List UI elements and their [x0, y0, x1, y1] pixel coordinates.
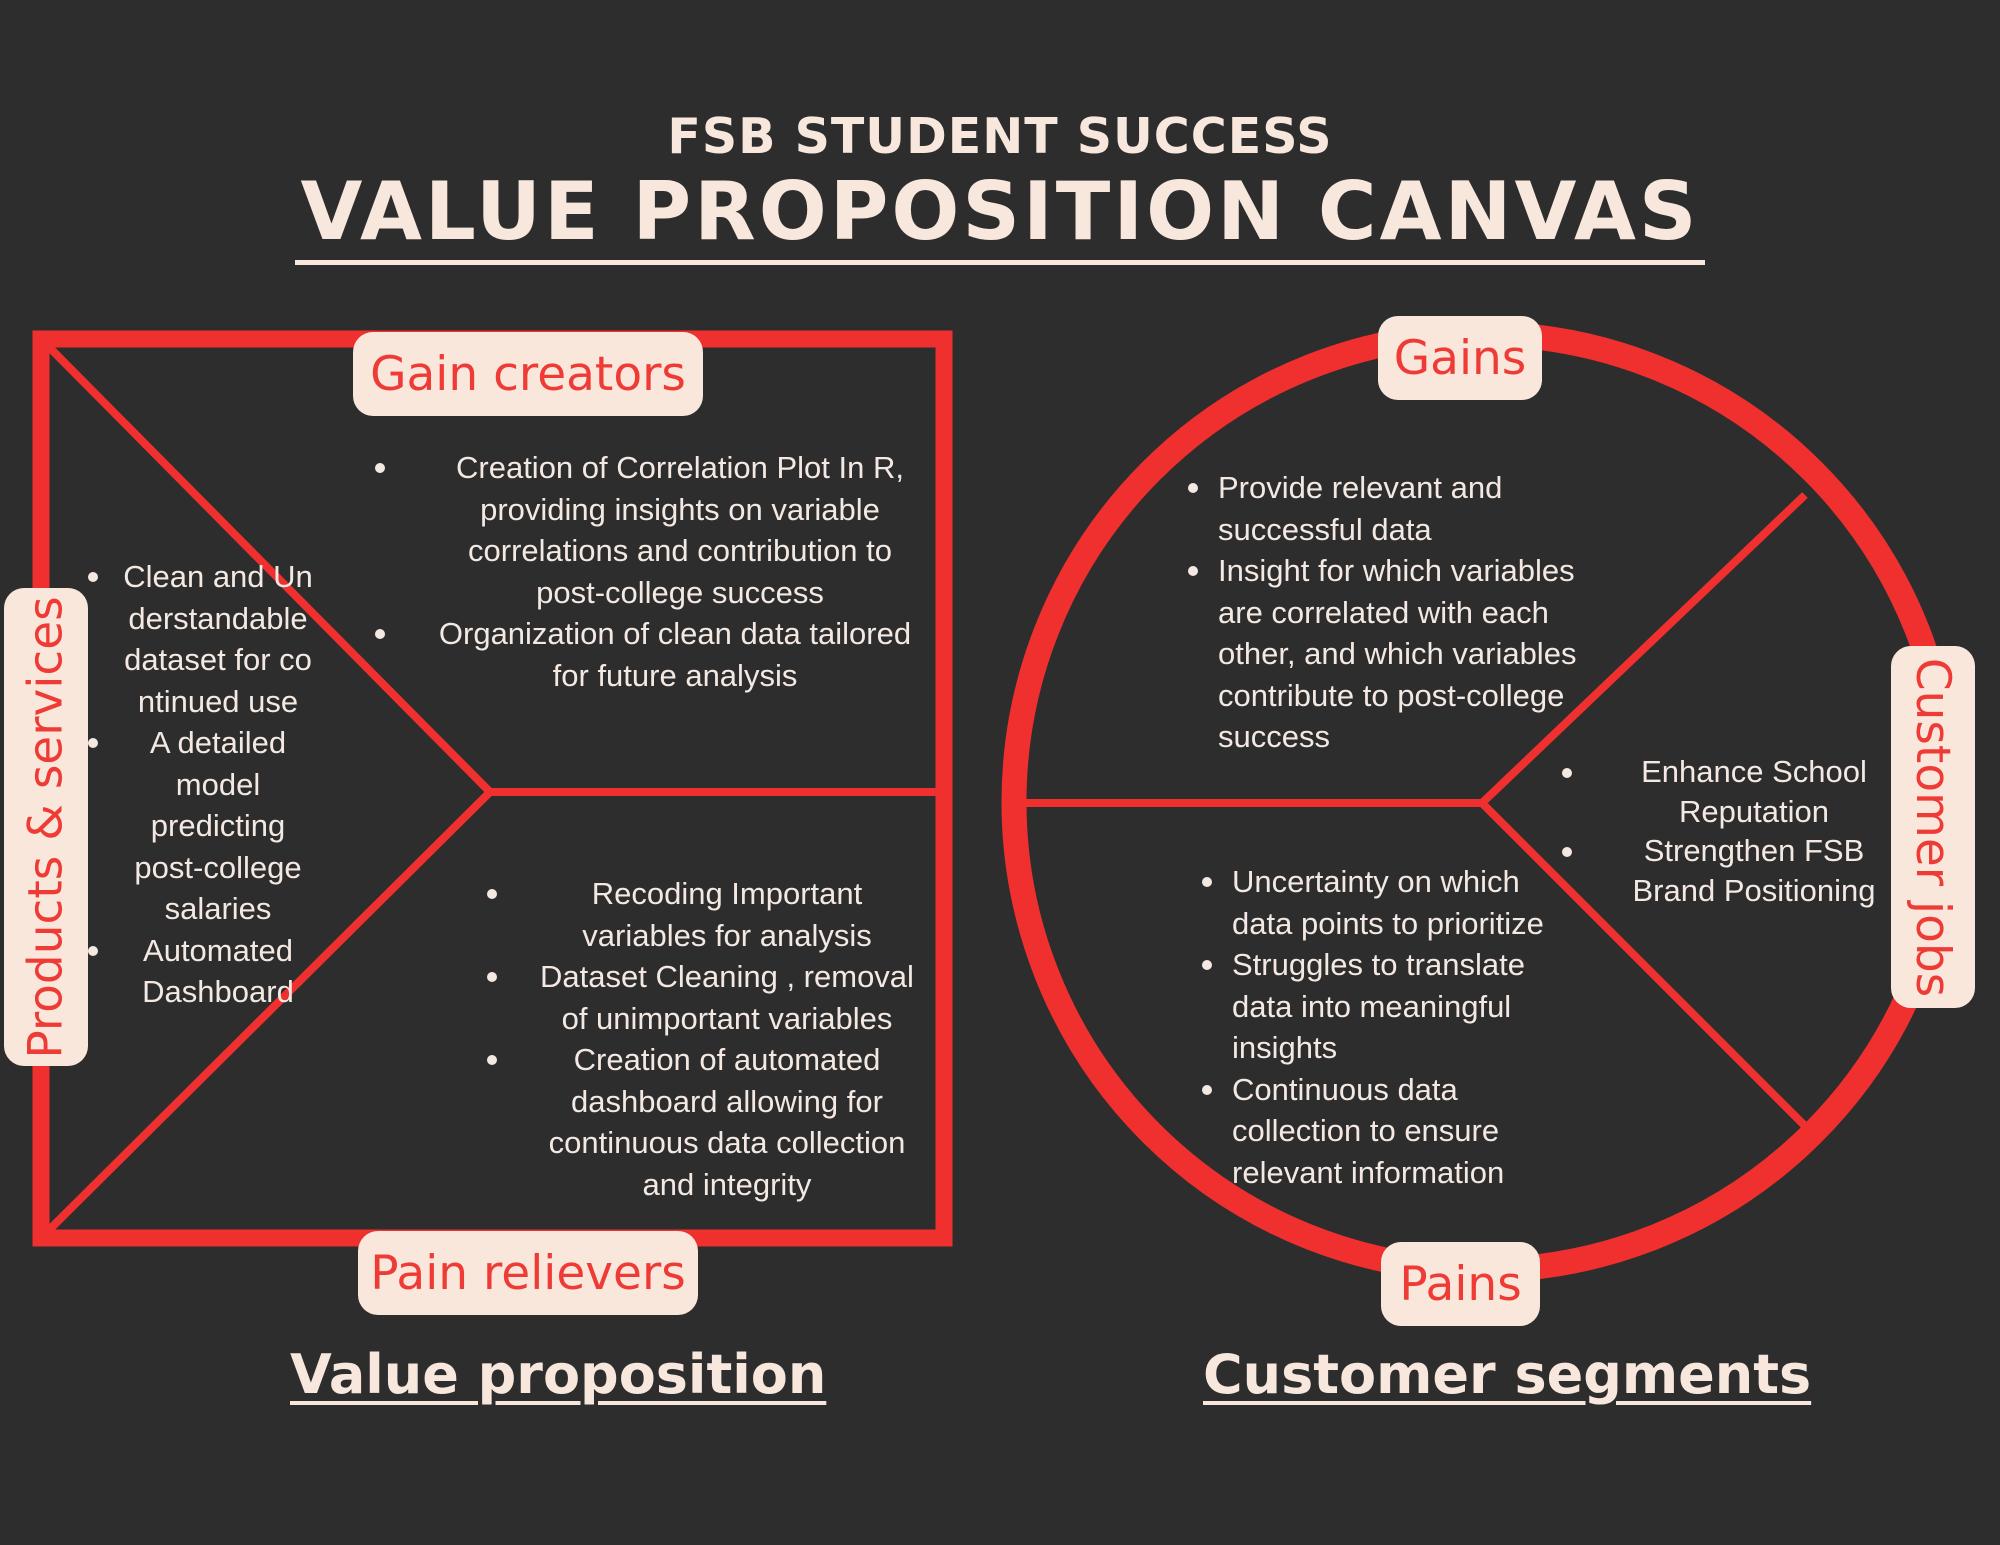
circle-divider-lower	[1479, 800, 1808, 1129]
customer-jobs-label: Customer jobs	[1891, 646, 1975, 1008]
list-item: Struggles to translate data into meaning…	[1202, 944, 1582, 1069]
pains-label: Pains	[1381, 1242, 1540, 1326]
list-item: A detailed model predicting post-college…	[88, 722, 318, 930]
canvas-subtitle: FSB STUDENT SUCCESS	[667, 108, 1333, 165]
list-item: Creation of Correlation Plot In R, provi…	[375, 447, 930, 613]
pains-list: Uncertainty on which data points to prio…	[1202, 861, 1582, 1193]
list-item: Provide relevant and successful data	[1188, 467, 1588, 550]
customer-jobs-list: Enhance School Reputation Strengthen FSB…	[1562, 752, 1884, 910]
products-services-label-text: Products & services	[18, 595, 74, 1059]
gain-creators-label: Gain creators	[353, 332, 703, 416]
customer-segments-footer: Customer segments	[1203, 1343, 1812, 1406]
gains-label: Gains	[1378, 316, 1542, 400]
list-item: Creation of automated dashboard allowing…	[487, 1039, 927, 1205]
canvas-title: VALUE PROPOSITION CANVAS	[295, 170, 1705, 265]
list-item: Enhance School Reputation	[1562, 752, 1884, 831]
square-divider-upper	[42, 340, 493, 795]
list-item: Clean and Understandable dataset for con…	[88, 556, 318, 722]
list-item: Continuous data collection to ensure rel…	[1202, 1069, 1582, 1194]
pain-relievers-label: Pain relievers	[358, 1231, 698, 1315]
gains-list: Provide relevant and successful data Ins…	[1188, 467, 1588, 758]
list-item: Insight for which variables are correlat…	[1188, 550, 1588, 758]
products-services-label: Products & services	[4, 588, 88, 1066]
customer-jobs-label-text: Customer jobs	[1905, 657, 1961, 997]
list-item: Uncertainty on which data points to prio…	[1202, 861, 1582, 944]
gain-creators-list: Creation of Correlation Plot In R, provi…	[375, 447, 930, 696]
circle-divider-upper	[1479, 492, 1808, 806]
pain-relievers-list: Recoding Important variables for analysi…	[487, 873, 927, 1205]
square-divider-lower	[42, 789, 493, 1237]
list-item: Recoding Important variables for analysi…	[487, 873, 927, 956]
list-item: Automated Dashboard	[88, 930, 318, 1013]
value-proposition-footer: Value proposition	[290, 1343, 827, 1406]
list-item: Dataset Cleaning , removal of unimportan…	[487, 956, 927, 1039]
list-item: Organization of clean data tailored for …	[375, 613, 930, 696]
list-item: Strengthen FSB Brand Positioning	[1562, 831, 1884, 910]
products-services-list: Clean and Understandable dataset for con…	[88, 556, 318, 1013]
